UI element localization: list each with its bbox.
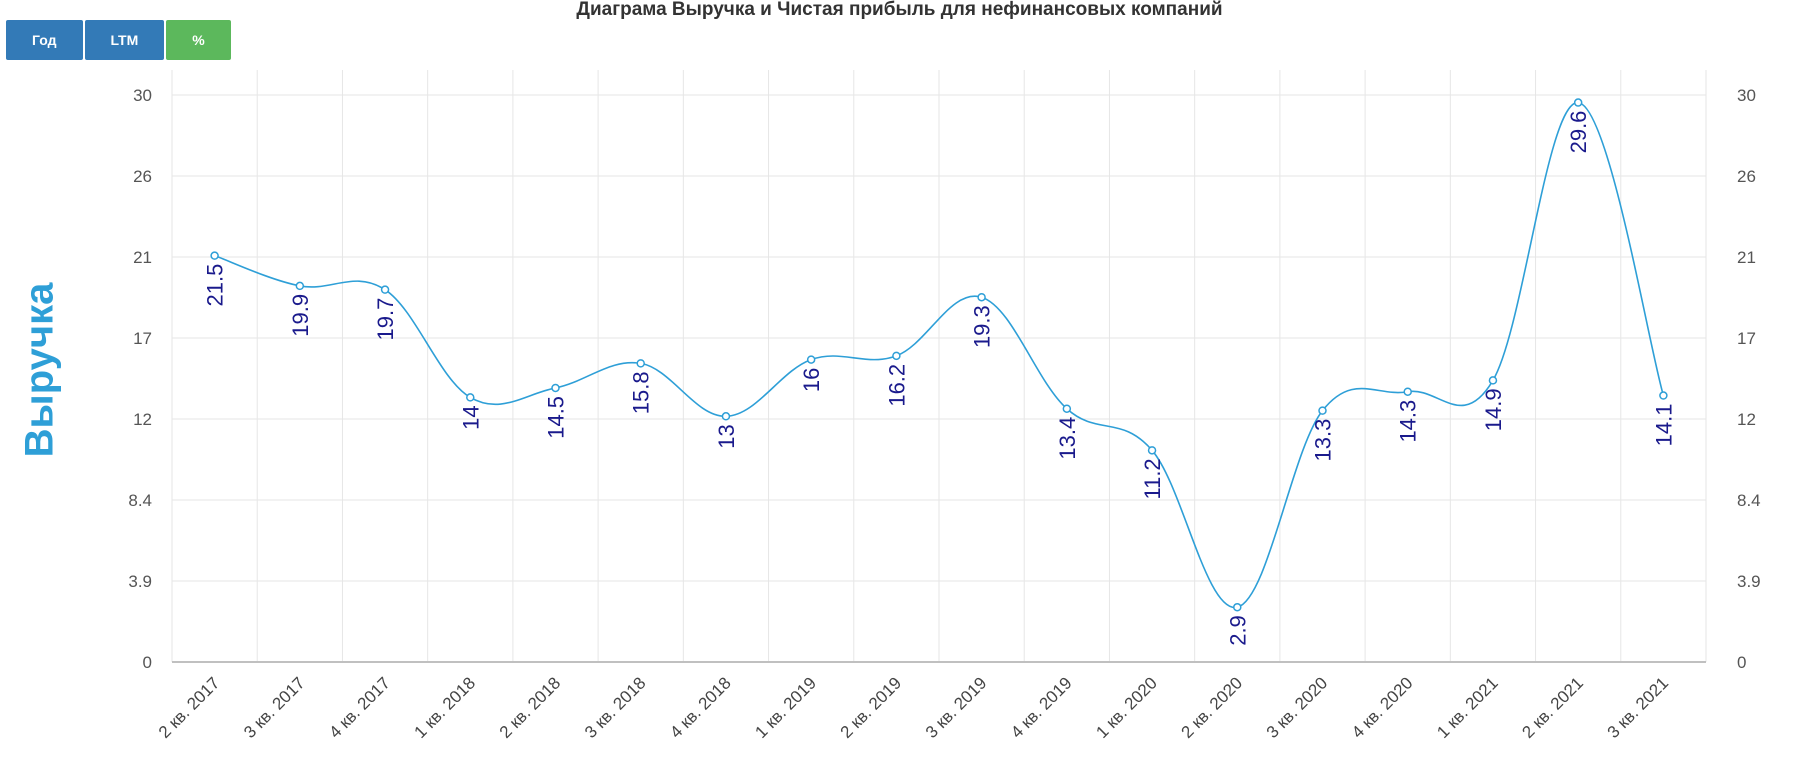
x-tick-label: 3 кв. 2021: [1604, 673, 1673, 742]
y-tick-label-left: 21: [133, 248, 152, 267]
x-tick-label: 2 кв. 2019: [837, 673, 906, 742]
data-label: 2.9: [1225, 615, 1250, 646]
data-label: 29.6: [1566, 111, 1591, 154]
data-label: 13.4: [1055, 417, 1080, 460]
data-label: 19.3: [970, 305, 995, 348]
data-point: [806, 355, 816, 364]
data-point: [1659, 391, 1668, 400]
x-tick-label: 4 кв. 2019: [1007, 673, 1076, 742]
data-label: 15.8: [629, 371, 654, 414]
percent-button[interactable]: %: [166, 20, 231, 60]
x-tick-label: 2 кв. 2018: [496, 673, 565, 742]
data-label: 14.1: [1651, 404, 1676, 447]
x-tick-label: 2 кв. 2017: [155, 673, 224, 742]
data-label: 13: [714, 424, 739, 448]
data-point: [721, 412, 731, 421]
data-point: [977, 292, 986, 302]
x-tick-label: 4 кв. 2017: [325, 673, 394, 742]
x-tick-label: 2 кв. 2020: [1178, 673, 1247, 742]
x-tick-label: 1 кв. 2021: [1433, 673, 1502, 742]
y-tick-label-left: 30: [133, 86, 152, 105]
y-tick-label-left: 17: [133, 329, 152, 348]
data-label: 13.3: [1311, 419, 1336, 462]
data-point: [295, 281, 305, 291]
data-label: 19.7: [373, 298, 398, 341]
year-button[interactable]: Год: [6, 20, 83, 60]
data-point: [380, 285, 390, 294]
data-point: [210, 251, 219, 260]
x-tick-label: 4 кв. 2018: [666, 673, 735, 742]
data-point: [1147, 446, 1157, 455]
y-tick-label-left: 12: [133, 410, 152, 429]
y-tick-label-left: 26: [133, 167, 152, 186]
x-tick-label: 1 кв. 2019: [751, 673, 820, 742]
x-tick-label: 3 кв. 2018: [581, 673, 650, 742]
data-label: 14.9: [1481, 388, 1506, 431]
data-point: [1403, 387, 1412, 396]
data-point: [1233, 602, 1242, 612]
x-tick-label: 4 кв. 2020: [1348, 673, 1417, 742]
x-tick-label: 3 кв. 2019: [922, 673, 991, 742]
data-point: [466, 393, 475, 402]
x-tick-label: 2 кв. 2021: [1518, 673, 1587, 742]
x-tick-label: 1 кв. 2020: [1092, 673, 1161, 742]
y-tick-label-right: 8.4: [1737, 491, 1761, 510]
data-label: 14.5: [544, 396, 569, 439]
chart-title: Диаграма Выручка и Чистая прибыль для не…: [576, 0, 1223, 20]
data-label: 21.5: [203, 264, 228, 307]
y-tick-label-left: 0: [143, 653, 152, 672]
y-tick-label-right: 26: [1737, 167, 1756, 186]
data-label: 16: [799, 368, 824, 392]
data-label: 14.3: [1396, 400, 1421, 443]
y-tick-label-right: 17: [1737, 329, 1756, 348]
y-tick-label-left: 8.4: [128, 491, 152, 510]
data-label: 14: [458, 405, 483, 429]
y-tick-label-right: 30: [1737, 86, 1756, 105]
y-tick-label-right: 3.9: [1737, 572, 1761, 591]
x-tick-label: 1 кв. 2018: [411, 673, 480, 742]
ltm-button[interactable]: LTM: [84, 20, 165, 60]
x-tick-label: 3 кв. 2017: [240, 673, 309, 742]
data-point: [551, 383, 560, 393]
toolbar: Год LTM %: [6, 20, 231, 60]
y-tick-label-right: 0: [1737, 653, 1746, 672]
data-point: [1062, 404, 1072, 413]
y-tick-label-right: 21: [1737, 248, 1756, 267]
data-label: 19.9: [288, 294, 313, 337]
data-point: [636, 359, 645, 368]
data-label: 11.2: [1140, 458, 1165, 499]
data-point: [1573, 98, 1583, 107]
x-tick-label: 3 кв. 2020: [1263, 673, 1332, 742]
data-point: [1318, 406, 1327, 415]
data-point: [892, 351, 901, 361]
y-tick-label-right: 12: [1737, 410, 1756, 429]
data-point: [1488, 376, 1498, 385]
data-label: 16.2: [884, 364, 909, 407]
y-tick-label-left: 3.9: [128, 572, 152, 591]
